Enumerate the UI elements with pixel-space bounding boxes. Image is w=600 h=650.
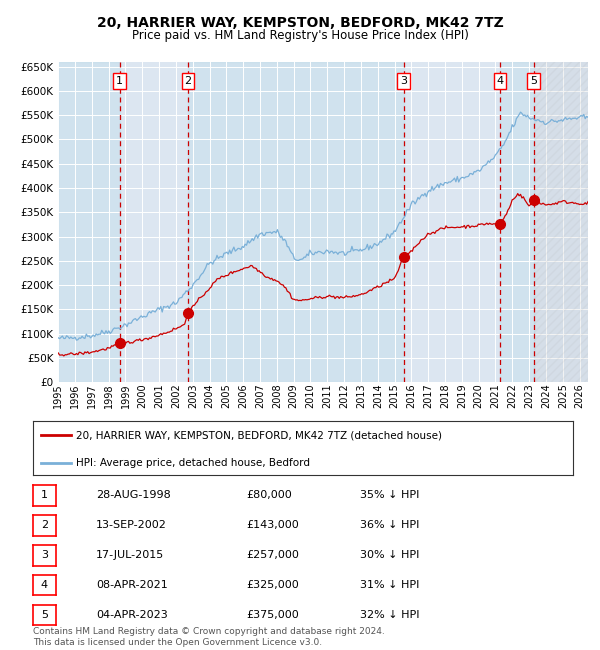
Text: 08-APR-2021: 08-APR-2021 (96, 580, 168, 590)
Text: 36% ↓ HPI: 36% ↓ HPI (360, 520, 419, 530)
Text: £375,000: £375,000 (246, 610, 299, 620)
Text: 32% ↓ HPI: 32% ↓ HPI (360, 610, 419, 620)
Text: 13-SEP-2002: 13-SEP-2002 (96, 520, 167, 530)
Text: £80,000: £80,000 (246, 490, 292, 501)
Text: £143,000: £143,000 (246, 520, 299, 530)
Text: 2: 2 (184, 76, 191, 86)
Bar (188, 62, 404, 382)
Text: 3: 3 (400, 76, 407, 86)
Text: £257,000: £257,000 (246, 550, 299, 560)
Text: 28-AUG-1998: 28-AUG-1998 (96, 490, 171, 501)
Text: £325,000: £325,000 (246, 580, 299, 590)
Text: 3: 3 (41, 550, 48, 560)
Text: HPI: Average price, detached house, Bedford: HPI: Average price, detached house, Bedf… (76, 458, 310, 468)
Text: 4: 4 (41, 580, 48, 590)
Text: 1: 1 (41, 490, 48, 501)
Bar (58, 62, 120, 382)
Text: 2: 2 (41, 520, 48, 530)
Text: 20, HARRIER WAY, KEMPSTON, BEDFORD, MK42 7TZ (detached house): 20, HARRIER WAY, KEMPSTON, BEDFORD, MK42… (76, 430, 442, 440)
Text: 30% ↓ HPI: 30% ↓ HPI (360, 550, 419, 560)
Text: 5: 5 (530, 76, 537, 86)
Text: 31% ↓ HPI: 31% ↓ HPI (360, 580, 419, 590)
Text: 4: 4 (496, 76, 503, 86)
Text: 1: 1 (116, 76, 123, 86)
Text: Contains HM Land Registry data © Crown copyright and database right 2024.
This d: Contains HM Land Registry data © Crown c… (33, 627, 385, 647)
Text: 35% ↓ HPI: 35% ↓ HPI (360, 490, 419, 501)
Text: Price paid vs. HM Land Registry's House Price Index (HPI): Price paid vs. HM Land Registry's House … (131, 29, 469, 42)
Text: 5: 5 (41, 610, 48, 620)
Text: 17-JUL-2015: 17-JUL-2015 (96, 550, 164, 560)
Bar (500, 62, 533, 382)
Text: 20, HARRIER WAY, KEMPSTON, BEDFORD, MK42 7TZ: 20, HARRIER WAY, KEMPSTON, BEDFORD, MK42… (97, 16, 503, 30)
Text: 04-APR-2023: 04-APR-2023 (96, 610, 168, 620)
